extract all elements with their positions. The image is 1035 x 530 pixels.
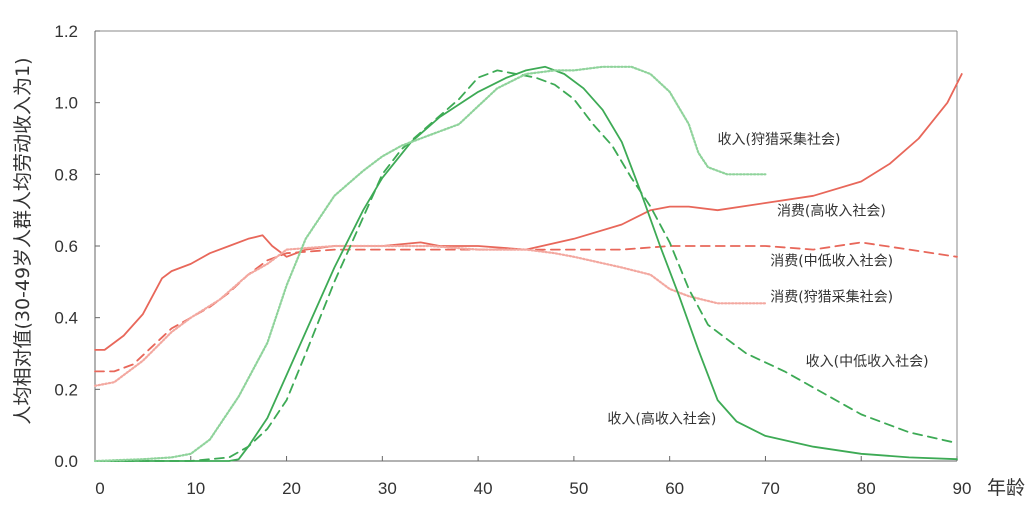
plot-area: 0.0 0.2 0.4 0.6 0.8 1.0 1.2 0 10 20 30 40 50 60 70 80 90… — [54, 22, 971, 498]
x-tick-label: 0 — [95, 479, 104, 498]
x-tick-label: 60 — [665, 479, 684, 498]
series-line-6 — [93, 65, 767, 463]
x-tick-label: 20 — [282, 479, 301, 498]
y-tick-label: 0.4 — [54, 309, 78, 328]
series-line-4 — [94, 65, 958, 462]
series-annotation-1: 收入(狩猎采集社会) — [718, 131, 841, 148]
series-annotation-3: 消费(中低收入社会) — [770, 254, 893, 270]
y-tick-label: 0.0 — [54, 452, 78, 471]
series-annotation-6: 收入(高收入社会) — [607, 410, 716, 427]
y-tick-label: 0.6 — [54, 237, 78, 256]
x-tick-label: 90 — [953, 479, 972, 498]
y-tick-label: 1.0 — [54, 94, 78, 113]
x-tick-label: 80 — [857, 479, 876, 498]
series-line-5 — [94, 69, 958, 462]
series-line-1 — [94, 73, 963, 351]
series-line-3 — [93, 244, 767, 387]
y-tick-label: 0.8 — [54, 165, 78, 184]
x-tick-label: 70 — [761, 479, 780, 498]
x-axis-title: 年龄 — [987, 477, 1025, 499]
series-line-2 — [94, 241, 958, 373]
x-tick-label: 50 — [569, 479, 588, 498]
series-annotation-4: 消费(狩猎采集社会) — [770, 289, 893, 306]
x-tick-label: 30 — [378, 479, 397, 498]
series-annotation-2: 消费(高收入社会) — [777, 203, 886, 220]
y-tick-label: 1.2 — [54, 22, 78, 41]
series-annotation-5: 收入(中低收入社会) — [806, 354, 929, 370]
y-tick-label: 0.2 — [54, 380, 78, 399]
x-tick-label: 40 — [474, 479, 493, 498]
x-tick-label: 10 — [186, 479, 205, 498]
y-axis-title: 人均相对值(30-49岁人群人均劳动收入为1) — [12, 57, 34, 424]
